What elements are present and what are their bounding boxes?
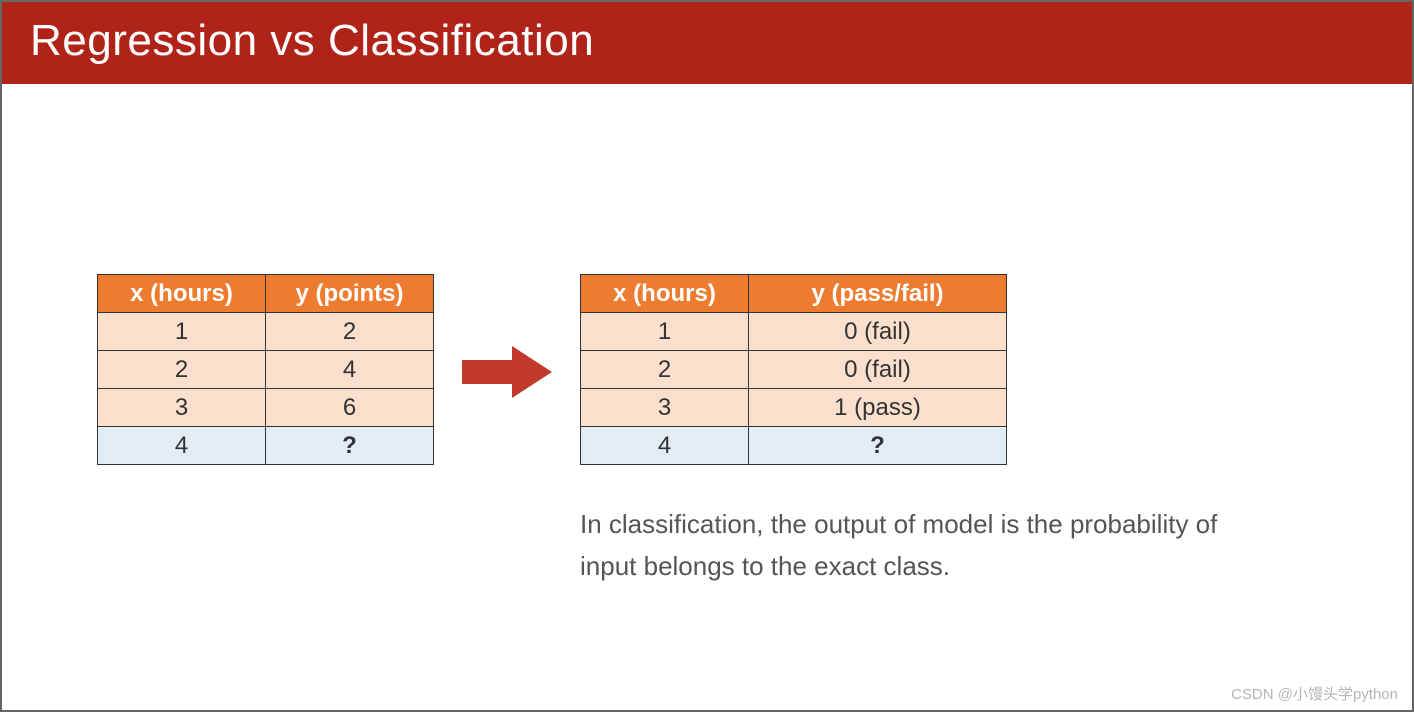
table-row: 2 0 (fail): [581, 351, 1007, 389]
table-cell: 1 (pass): [749, 389, 1007, 427]
table-cell-unknown: ?: [266, 427, 434, 465]
table-cell: 2: [98, 351, 266, 389]
table-cell: 0 (fail): [749, 313, 1007, 351]
slide-title: Regression vs Classification: [2, 2, 1412, 84]
table-cell: 4: [581, 427, 749, 465]
table-cell: 3: [581, 389, 749, 427]
table-header: x (hours): [581, 275, 749, 313]
table-cell: 2: [266, 313, 434, 351]
table-cell: 3: [98, 389, 266, 427]
table-row: 4 ?: [98, 427, 434, 465]
table-cell-unknown: ?: [749, 427, 1007, 465]
table-cell: 0 (fail): [749, 351, 1007, 389]
slide-content: x (hours) y (points) 1 2 2 4 3 6 4 ?: [2, 84, 1412, 702]
watermark: CSDN @小馒头学python: [1231, 683, 1398, 704]
classification-table: x (hours) y (pass/fail) 1 0 (fail) 2 0 (…: [580, 274, 1007, 465]
table-header: y (points): [266, 275, 434, 313]
table-row: 1 2: [98, 313, 434, 351]
table-row: 3 6: [98, 389, 434, 427]
table-cell: 2: [581, 351, 749, 389]
table-cell: 1: [581, 313, 749, 351]
table-cell: 4: [98, 427, 266, 465]
table-header: x (hours): [98, 275, 266, 313]
table-cell: 6: [266, 389, 434, 427]
table-row: 1 0 (fail): [581, 313, 1007, 351]
table-row: 2 4: [98, 351, 434, 389]
table-cell: 4: [266, 351, 434, 389]
table-row: 4 ?: [581, 427, 1007, 465]
table-header: y (pass/fail): [749, 275, 1007, 313]
explanation-text: In classification, the output of model i…: [580, 504, 1220, 587]
arrow-right-icon: [462, 346, 552, 398]
regression-table: x (hours) y (points) 1 2 2 4 3 6 4 ?: [97, 274, 434, 465]
table-row: 3 1 (pass): [581, 389, 1007, 427]
table-cell: 1: [98, 313, 266, 351]
